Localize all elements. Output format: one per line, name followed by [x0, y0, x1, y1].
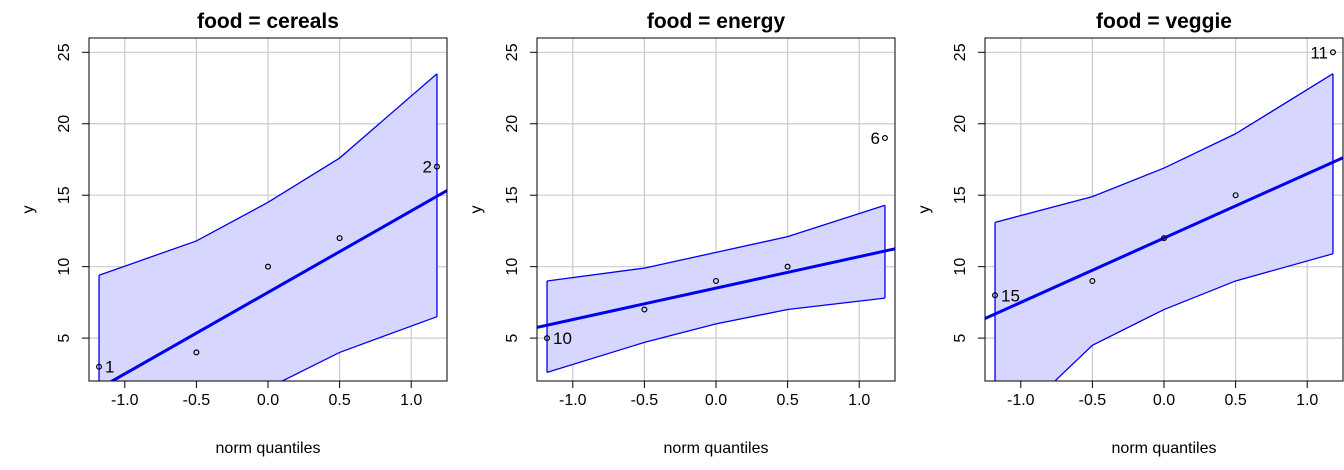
- y-axis: 5 10 15 20 25: [504, 43, 538, 343]
- plot-area: [89, 38, 447, 381]
- data-point: [96, 363, 103, 370]
- plot-area: [537, 38, 895, 381]
- x-axis-label: norm quantiles: [1112, 440, 1217, 457]
- point-label: 15: [1001, 286, 1020, 305]
- band-upper-line: [98, 73, 438, 276]
- y-tick-label: 10: [56, 258, 73, 276]
- confidence-band: [99, 73, 437, 381]
- y-tick-label: 25: [56, 43, 73, 61]
- data-point: [544, 335, 551, 342]
- x-tick-label: -0.5: [631, 392, 659, 409]
- y-tick-label: 20: [952, 115, 969, 133]
- y-tick-label: 20: [56, 115, 73, 133]
- point-label: 6: [871, 129, 880, 148]
- data-point: [1329, 49, 1336, 56]
- x-tick-label: 0.5: [328, 392, 350, 409]
- panel-3: 15 11 -1.0 -0.5 0.0 0.5 1.0 5 10 15 20 25 food = veg…: [916, 10, 1344, 457]
- x-axis: -1.0 -0.5 0.0 0.5 1.0: [1007, 380, 1318, 409]
- point-label: 2: [423, 158, 432, 177]
- plot-frame: [88, 37, 448, 382]
- point-label: 10: [553, 329, 572, 348]
- fit-line: [537, 247, 895, 329]
- data-point: [193, 349, 200, 356]
- plot-area: [985, 38, 1343, 381]
- confidence-band: [995, 73, 1333, 381]
- fit-line: [985, 156, 1343, 320]
- y-axis-label: y: [916, 206, 933, 214]
- y-tick-label: 10: [952, 258, 969, 276]
- data-point: [1232, 192, 1239, 199]
- x-tick-label: 1.0: [848, 392, 870, 409]
- x-tick-label: 0.5: [776, 392, 798, 409]
- point-label: 1: [105, 358, 114, 377]
- y-axis: 5 10 15 20 25: [952, 43, 986, 343]
- panel-title: food = cereals: [197, 10, 339, 33]
- panel-title: food = veggie: [1096, 10, 1232, 33]
- x-tick-label: -1.0: [559, 392, 587, 409]
- x-axis: -1.0 -0.5 0.0 0.5 1.0: [111, 380, 422, 409]
- band-lower-line: [280, 316, 438, 381]
- panel-title: food = energy: [647, 10, 786, 33]
- y-tick-label: 5: [952, 334, 969, 343]
- plot-frame: [536, 37, 896, 382]
- x-tick-label: -0.5: [1079, 392, 1107, 409]
- x-tick-label: 0.0: [257, 392, 279, 409]
- plot-frame: [984, 37, 1344, 382]
- data-point: [784, 263, 791, 270]
- y-tick-label: 5: [504, 334, 521, 343]
- y-tick-label: 20: [504, 115, 521, 133]
- y-axis-label: y: [20, 206, 37, 214]
- point-label: 11: [1310, 43, 1328, 62]
- data-point: [1160, 235, 1167, 242]
- panel-2: 10 6 -1.0 -0.5 0.0 0.5 1.0 5 10 15 20 25 food = ener…: [468, 10, 896, 457]
- x-tick-label: 0.0: [1153, 392, 1175, 409]
- data-point: [712, 277, 719, 284]
- x-tick-label: 1.0: [400, 392, 422, 409]
- y-tick-label: 5: [56, 334, 73, 343]
- x-axis-label: norm quantiles: [216, 440, 321, 457]
- x-axis-label: norm quantiles: [664, 440, 769, 457]
- band-upper-line: [994, 73, 1334, 223]
- x-tick-label: -1.0: [1007, 392, 1035, 409]
- data-point: [265, 263, 272, 270]
- y-tick-label: 15: [56, 186, 73, 204]
- data-point: [336, 235, 343, 242]
- x-tick-label: -1.0: [111, 392, 139, 409]
- y-tick-label: 10: [504, 258, 521, 276]
- data-point: [641, 306, 648, 313]
- band-upper-line: [546, 204, 886, 282]
- data-point: [992, 292, 999, 299]
- band-lower-line: [546, 297, 886, 374]
- data-point: [1089, 277, 1096, 284]
- band-lower-line: [1054, 253, 1334, 381]
- panel-1: 1 2 -1.0 -0.5 0.0 0.5 1.0 5 10 15 20 25 food = cerea…: [20, 10, 448, 457]
- y-axis-label: y: [468, 206, 485, 214]
- fit-line: [109, 189, 447, 381]
- x-tick-label: 1.0: [1296, 392, 1318, 409]
- data-point: [881, 135, 888, 142]
- y-axis: 5 10 15 20 25: [56, 43, 90, 343]
- y-tick-label: 25: [504, 43, 521, 61]
- x-tick-label: 0.0: [705, 392, 727, 409]
- y-tick-label: 15: [952, 186, 969, 204]
- y-tick-label: 25: [952, 43, 969, 61]
- x-axis: -1.0 -0.5 0.0 0.5 1.0: [559, 380, 870, 409]
- y-tick-label: 15: [504, 186, 521, 204]
- x-tick-label: 0.5: [1224, 392, 1246, 409]
- data-point: [433, 163, 440, 170]
- x-tick-label: -0.5: [183, 392, 211, 409]
